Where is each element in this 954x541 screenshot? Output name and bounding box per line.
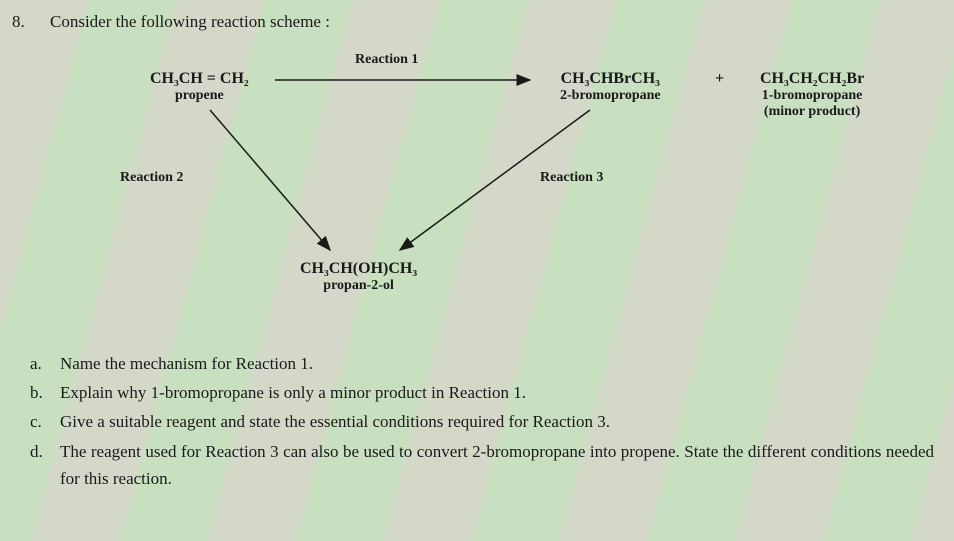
subq-d: d. The reagent used for Reaction 3 can a… [30, 438, 934, 492]
bromopropane1-formula: CH₃CH₂CH₂Br [760, 70, 864, 88]
subq-b: b. Explain why 1-bromopropane is only a … [30, 379, 934, 406]
reaction3-label: Reaction 3 [540, 170, 603, 186]
subq-letter: d. [30, 438, 60, 492]
node-2-bromopropane: CH₃CHBrCH₃ 2-bromopropane [560, 70, 661, 104]
reaction-scheme-diagram: CH₃CH = CH₂ propene CH₃CHBrCH₃ 2-bromopr… [0, 50, 954, 320]
subq-text: Explain why 1-bromopropane is only a min… [60, 379, 934, 406]
propene-label: propene [150, 88, 249, 104]
bromopropane2-formula: CH₃CHBrCH₃ [560, 70, 661, 88]
bromopropane1-label: 1-bromopropane [760, 88, 864, 104]
subq-text: The reagent used for Reaction 3 can also… [60, 438, 934, 492]
arrow-reaction2 [210, 110, 330, 250]
subq-letter: b. [30, 379, 60, 406]
node-propene: CH₃CH = CH₂ propene [150, 70, 249, 104]
reaction1-label: Reaction 1 [355, 52, 418, 68]
subquestions: a. Name the mechanism for Reaction 1. b.… [30, 350, 934, 494]
propan2ol-formula: CH₃CH(OH)CH₃ [300, 260, 417, 278]
question-number: 8. [12, 12, 25, 32]
propene-formula: CH₃CH = CH₂ [150, 70, 249, 88]
subq-c: c. Give a suitable reagent and state the… [30, 408, 934, 435]
subq-text: Give a suitable reagent and state the es… [60, 408, 934, 435]
subq-letter: a. [30, 350, 60, 377]
subq-letter: c. [30, 408, 60, 435]
plus-sign: + [715, 70, 724, 88]
subq-a: a. Name the mechanism for Reaction 1. [30, 350, 934, 377]
bromopropane2-label: 2-bromopropane [560, 88, 661, 104]
node-propan-2-ol: CH₃CH(OH)CH₃ propan-2-ol [300, 260, 417, 294]
question-title: Consider the following reaction scheme : [50, 12, 330, 32]
reaction2-label: Reaction 2 [120, 170, 183, 186]
subq-text: Name the mechanism for Reaction 1. [60, 350, 934, 377]
propan2ol-label: propan-2-ol [300, 278, 417, 294]
node-1-bromopropane: CH₃CH₂CH₂Br 1-bromopropane (minor produc… [760, 70, 864, 120]
bromopropane1-label2: (minor product) [760, 104, 864, 120]
